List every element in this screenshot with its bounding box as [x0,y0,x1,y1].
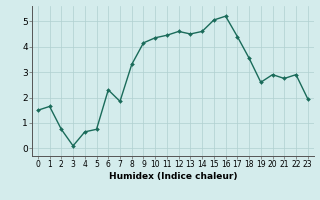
X-axis label: Humidex (Indice chaleur): Humidex (Indice chaleur) [108,172,237,181]
